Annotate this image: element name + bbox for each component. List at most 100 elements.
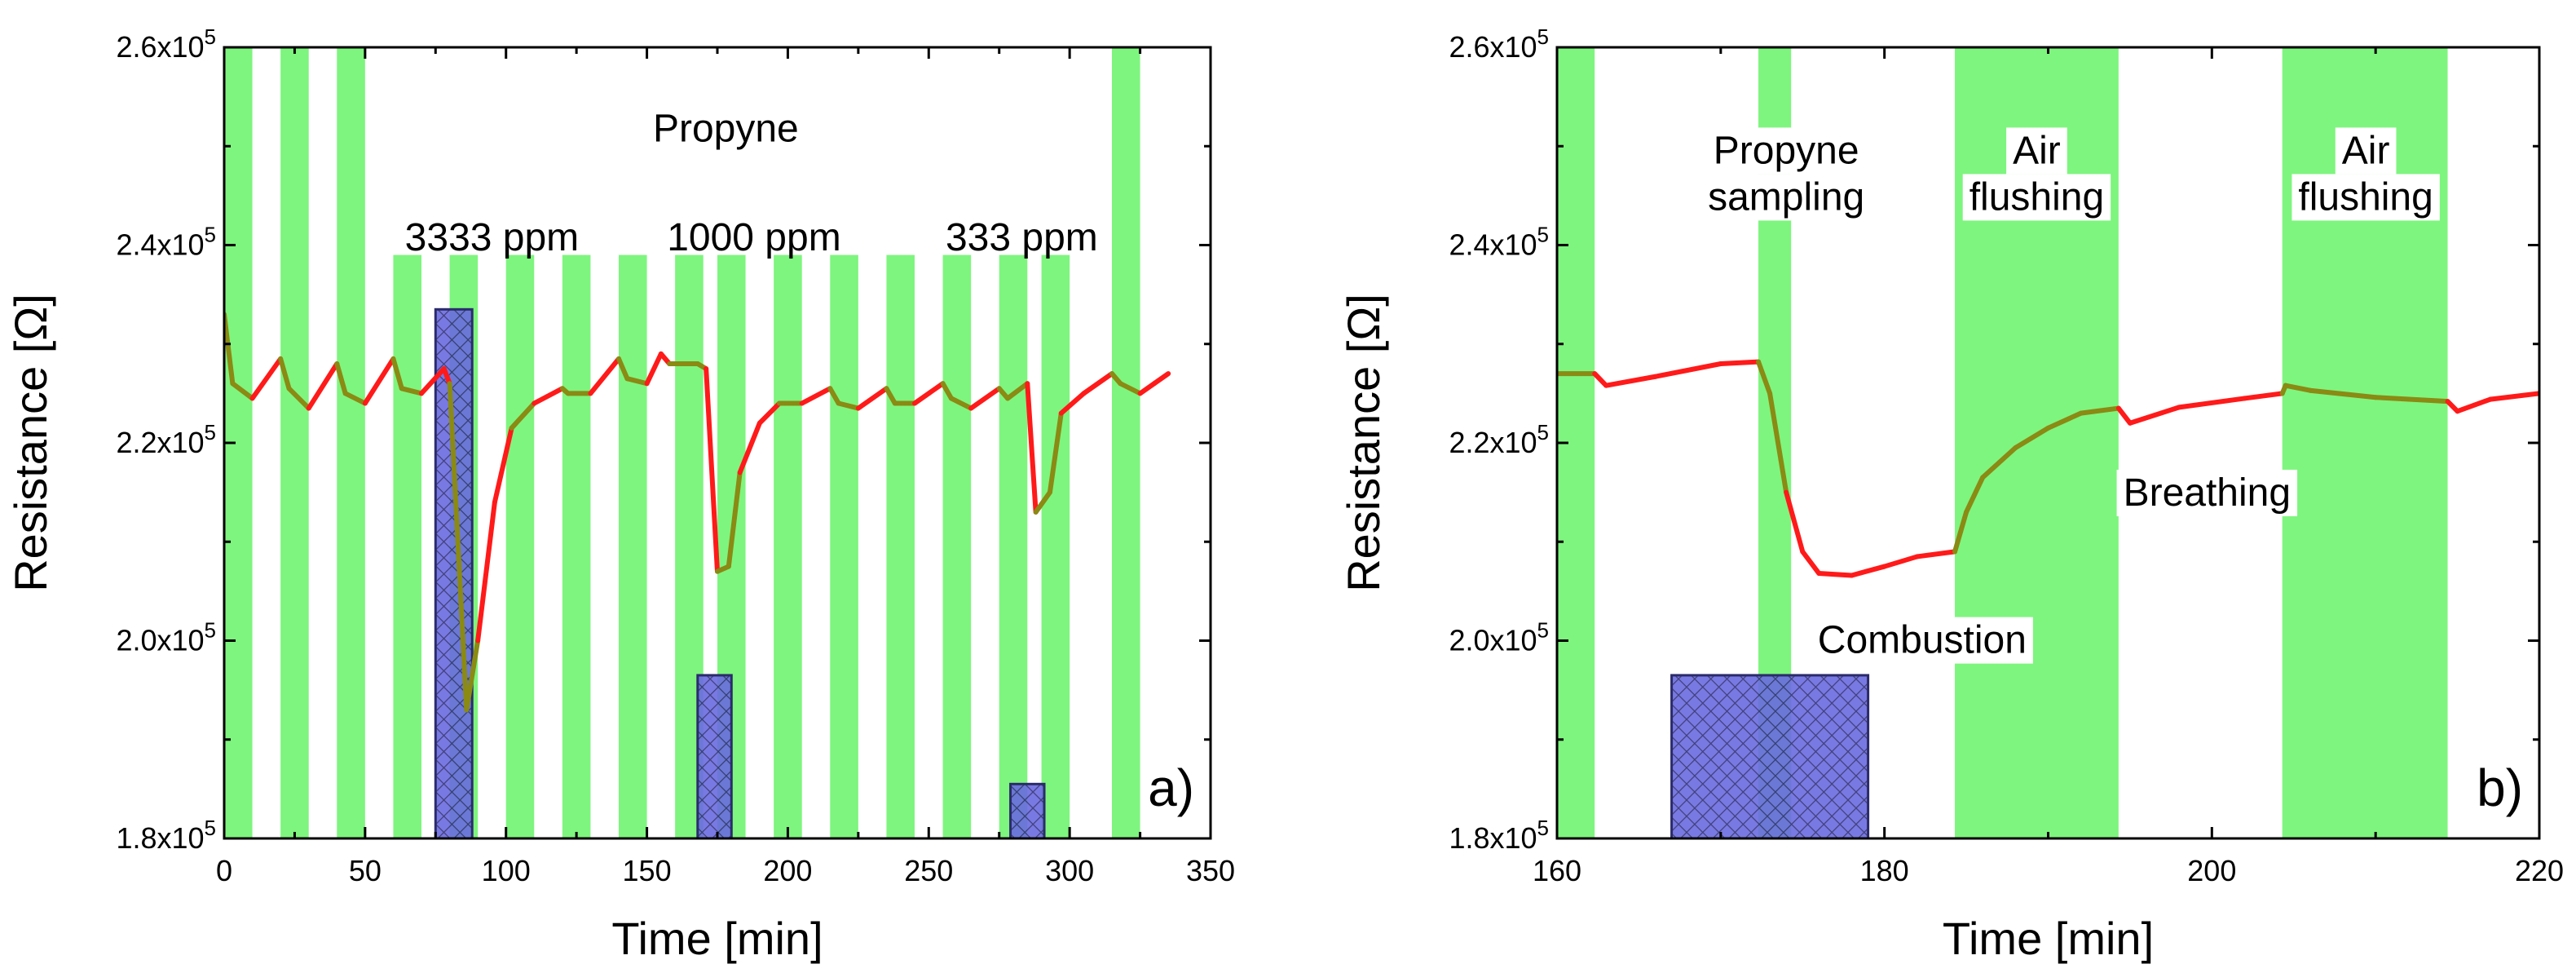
resistance-trace-segment: [948, 396, 974, 411]
resistance-trace-segment: [644, 351, 664, 387]
air-band: [562, 254, 591, 838]
resistance-trace-segment: [1652, 361, 1723, 379]
y-tick-label: 2.0x105: [116, 618, 216, 657]
annotation: 333 ppm: [946, 216, 1098, 259]
annotation: 1000 ppm: [667, 216, 841, 259]
y-tick-label: 2.6x105: [1449, 24, 1549, 64]
resistance-trace-segment: [726, 470, 743, 569]
resistance-trace-segment: [278, 356, 292, 391]
air-band: [393, 254, 421, 838]
x-tick-label: 220: [2515, 854, 2564, 887]
annotation: Breathing: [2124, 471, 2291, 515]
resistance-trace-segment: [940, 381, 954, 401]
resistance-trace-segment: [249, 356, 284, 401]
x-tick-label: 200: [2187, 854, 2236, 887]
resistance-trace-segment: [1033, 489, 1052, 515]
panel-b: PropynesamplingAirflushingAirflushingBre…: [1338, 24, 2564, 964]
resistance-trace-segment: [968, 386, 1002, 411]
annotation: Air: [2013, 129, 2061, 172]
resistance-trace-segment: [737, 420, 762, 475]
resistance-trace-segment: [1980, 445, 2018, 480]
y-axis-label: Resistance [Ω]: [5, 294, 56, 592]
resistance-trace-segment: [532, 386, 565, 406]
resistance-trace-segment: [1718, 359, 1762, 366]
air-band: [830, 254, 858, 838]
resistance-trace-segment: [1964, 475, 1986, 515]
combustion-bar: [696, 674, 733, 838]
annotation-background: [1962, 174, 2111, 221]
annotation: flushing: [2298, 175, 2433, 219]
combustion-bar: [434, 307, 474, 838]
resistance-trace-segment: [827, 386, 841, 406]
resistance-trace-segment: [1816, 571, 1855, 578]
resistance-trace-segment: [2115, 405, 2133, 426]
resistance-trace-segment: [447, 381, 470, 713]
resistance-trace-segment: [588, 356, 621, 396]
resistance-trace-segment: [334, 361, 348, 396]
x-tick-label: 200: [763, 854, 812, 887]
resistance-trace-segment: [1151, 371, 1171, 387]
resistance-trace-segment: [2177, 396, 2247, 410]
air-band: [774, 254, 802, 838]
resistance-trace-segment: [2487, 391, 2539, 402]
x-tick-label: 160: [1533, 854, 1581, 887]
resistance-trace-segment: [2373, 395, 2450, 405]
resistance-trace-segment: [419, 366, 447, 396]
resistance-trace-segment: [1800, 549, 1822, 577]
y-tick-label: 2.2x105: [116, 420, 216, 459]
resistance-trace-segment: [1047, 410, 1064, 495]
resistance-trace-segment: [1849, 564, 1887, 578]
y-tick-label: 2.6x105: [116, 24, 216, 64]
resistance-trace-segment: [799, 386, 833, 406]
y-tick-label: 2.4x105: [1449, 223, 1549, 262]
x-tick-label: 250: [904, 854, 953, 887]
annotation-background: [1701, 174, 1872, 221]
air-band: [999, 254, 1028, 838]
resistance-trace-segment: [884, 386, 898, 406]
y-axis-label: Resistance [Ω]: [1338, 294, 1389, 592]
resistance-trace-segment: [475, 499, 497, 644]
resistance-trace-segment: [2013, 425, 2051, 451]
combustion-bar: [1009, 782, 1046, 838]
air-band: [942, 254, 972, 838]
panel-a: Propyne 3333 ppm 1000 ppm 333 ppm 0 50 100 150 2…: [5, 24, 1235, 964]
combustion-bar: [1670, 674, 1870, 838]
resistance-trace-segment: [1058, 391, 1087, 416]
resistance-trace-segment: [855, 386, 889, 411]
resistance-trace-segment: [362, 356, 396, 406]
resistance-trace-segment: [1952, 509, 1969, 555]
resistance-trace-segment: [492, 425, 514, 505]
resistance-trace-segment: [2455, 396, 2493, 414]
resistance-trace-segment: [464, 638, 481, 713]
resistance-trace-segment: [2307, 387, 2379, 400]
annotation-background: [2116, 469, 2298, 516]
air-band: [1112, 47, 1140, 838]
annotation: Propyne: [1714, 129, 1859, 172]
x-axis-label: Time [min]: [611, 913, 823, 964]
x-tick-label: 180: [1860, 854, 1909, 887]
resistance-trace-segment: [1005, 381, 1030, 401]
air-band: [1041, 254, 1070, 838]
resistance-trace-segment: [756, 400, 783, 426]
resistance-trace-segment: [624, 376, 650, 387]
y-tick-label: 2.0x105: [1449, 618, 1549, 657]
x-tick-label: 150: [623, 854, 672, 887]
panel-label: b): [2477, 758, 2523, 817]
resistance-trace-segment: [441, 366, 452, 387]
y-tick-label: 1.8x105: [116, 816, 216, 855]
resistance-trace-segment: [1881, 554, 1920, 569]
resistance-trace-segment: [1118, 381, 1143, 396]
x-tick-label: 300: [1045, 854, 1094, 887]
y-tick-label: 1.8x105: [1449, 816, 1549, 855]
annotation: Air: [2342, 129, 2390, 172]
resistance-trace-segment: [2127, 405, 2182, 426]
annotation: flushing: [1969, 175, 2104, 219]
resistance-trace-segment: [1592, 371, 1609, 388]
annotation-background: [2335, 127, 2397, 175]
resistance-trace-segment: [616, 356, 630, 382]
annotation: 3333 ppm: [405, 216, 580, 259]
resistance-trace-segment: [306, 361, 340, 411]
annotation: sampling: [1708, 175, 1864, 219]
annotation: Propyne: [653, 108, 799, 151]
